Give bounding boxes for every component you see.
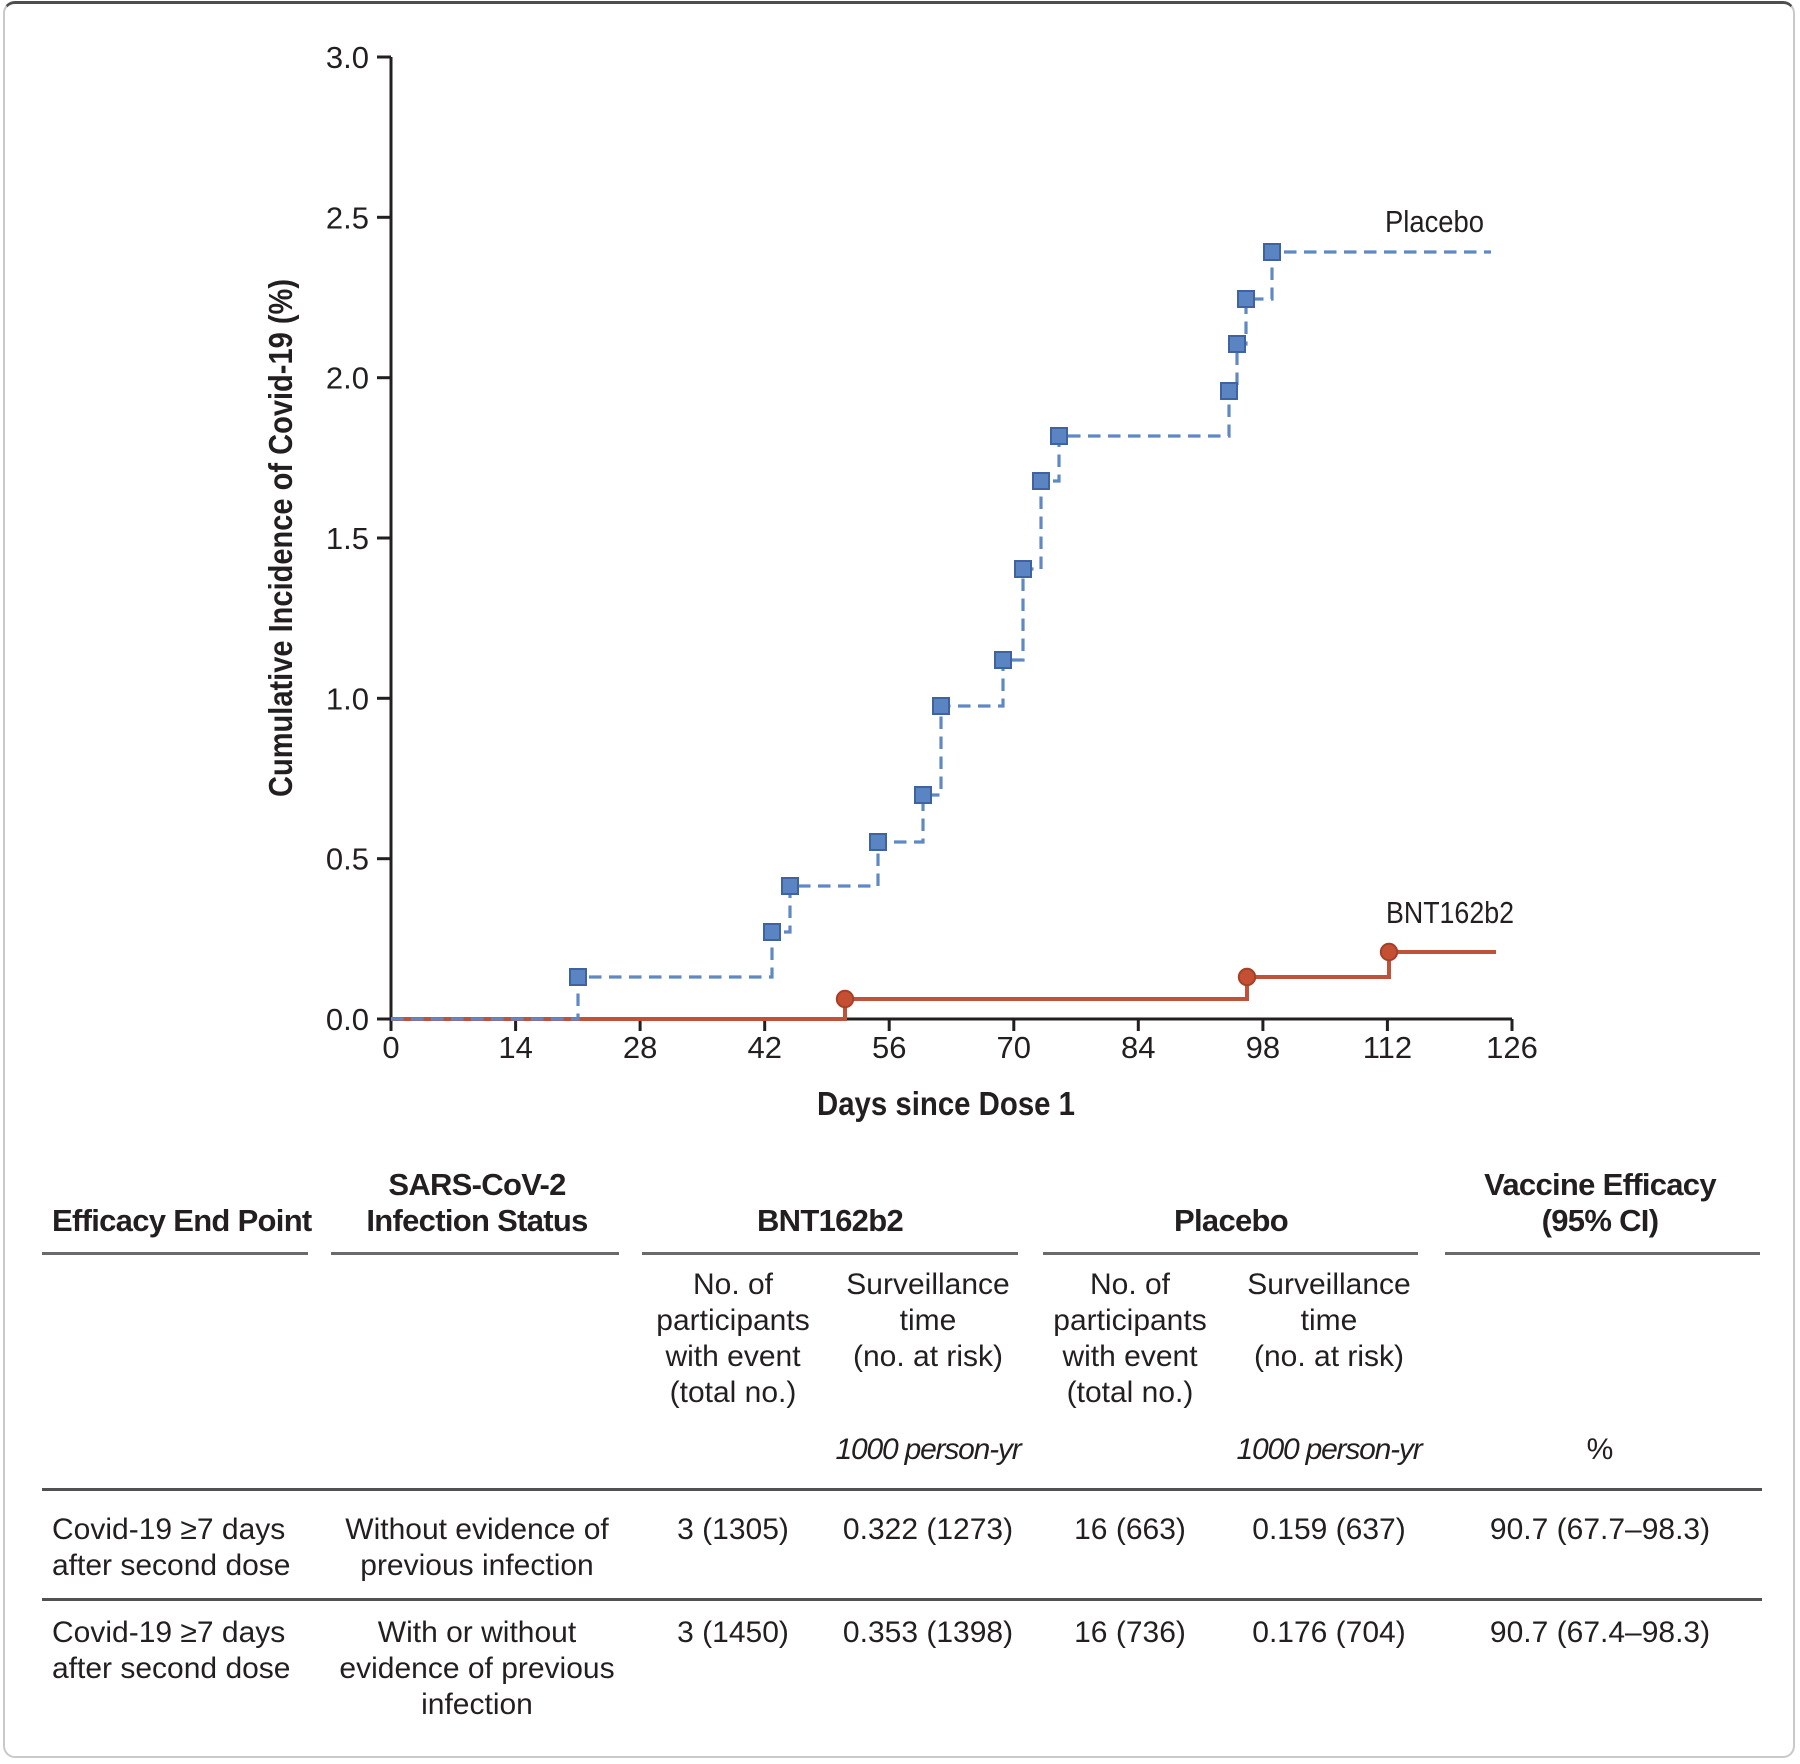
svg-text:0: 0: [382, 1030, 399, 1065]
svg-text:56: 56: [872, 1030, 906, 1065]
svg-text:3.0: 3.0: [326, 40, 369, 75]
svg-text:Days since Dose 1: Days since Dose 1: [817, 1085, 1075, 1122]
svg-text:Cumulative Incidence of Covid-: Cumulative Incidence of Covid-19 (%): [262, 279, 299, 797]
svg-text:42: 42: [747, 1030, 781, 1065]
svg-text:2.0: 2.0: [326, 361, 369, 396]
svg-text:14: 14: [498, 1030, 532, 1065]
svg-text:2.5: 2.5: [326, 200, 369, 235]
svg-text:Placebo: Placebo: [1385, 204, 1484, 239]
svg-text:126: 126: [1486, 1030, 1538, 1065]
svg-text:28: 28: [623, 1030, 657, 1065]
svg-text:1.5: 1.5: [326, 521, 369, 556]
svg-text:1.0: 1.0: [326, 681, 369, 716]
svg-text:70: 70: [997, 1030, 1031, 1065]
svg-text:98: 98: [1246, 1030, 1280, 1065]
svg-text:112: 112: [1363, 1030, 1412, 1065]
svg-text:84: 84: [1121, 1030, 1155, 1065]
svg-text:BNT162b2: BNT162b2: [1386, 895, 1514, 930]
svg-text:0.5: 0.5: [326, 842, 369, 877]
svg-text:0.0: 0.0: [326, 1002, 369, 1037]
